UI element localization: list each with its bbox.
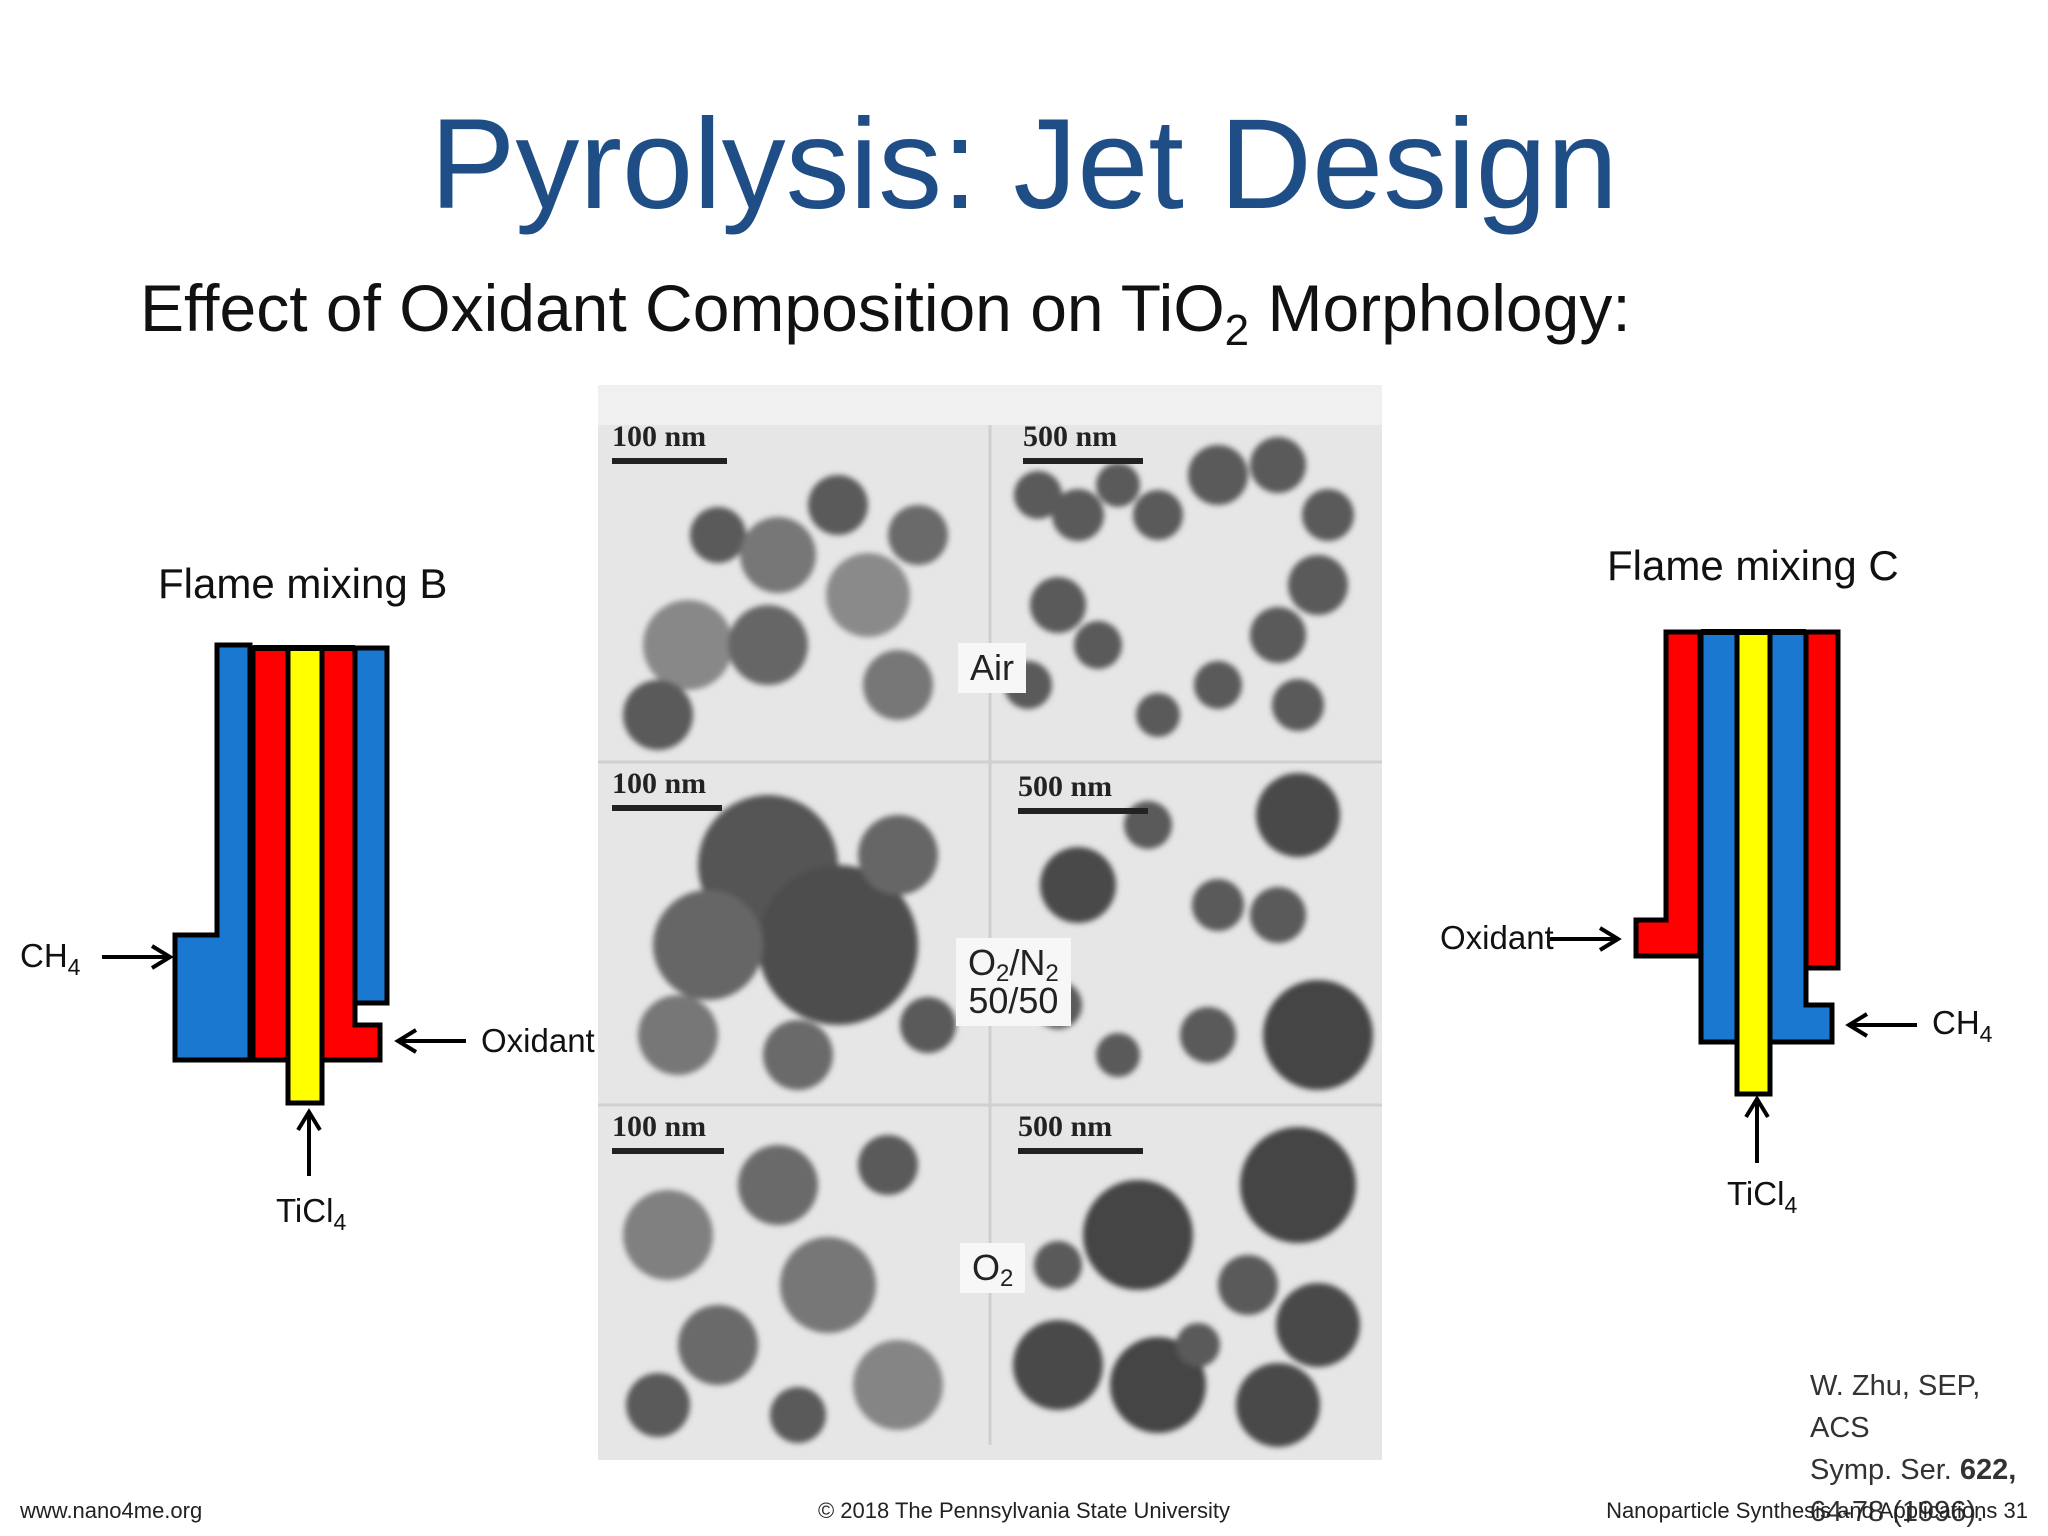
footer-slide-info: Nanoparticle Synthesis and Applications … <box>1606 1498 2028 1523</box>
o2-label: O2 <box>960 1243 1026 1293</box>
slide-title: Pyrolysis: Jet Design <box>430 93 1618 236</box>
b-outer-ch4-channel <box>172 642 253 1063</box>
flame-mixing-c-title: Flame mixing C <box>1607 542 1899 589</box>
citation-line-3: 64-78 (1996). <box>1810 1496 1985 1528</box>
b-ticl4-channel <box>285 645 325 1106</box>
c-ticl4-label: TiCl4 <box>1727 1175 1798 1218</box>
slide-subtitle: Effect of Oxidant Composition on TiO2 Mo… <box>140 270 1631 353</box>
row1-right-scale-bar: 500 nm <box>1023 420 1143 464</box>
b-oxidant-label: Oxidant <box>481 1022 595 1059</box>
c-oxidant-label: Oxidant <box>1440 919 1554 956</box>
c-ch4-arrow-icon <box>1845 1012 1917 1038</box>
row2-right-scale-bar: 500 nm <box>1018 770 1148 814</box>
o2-n2-label: O2/N2 50/50 <box>956 938 1071 1026</box>
b-ch4-label: CH4 <box>20 937 81 980</box>
air-label: Air <box>958 643 1026 693</box>
row1-left-scale-bar: 100 nm <box>612 420 727 464</box>
b-oxidant-arrow-icon <box>394 1028 466 1054</box>
citation: W. Zhu, SEP, ACS Symp. Ser. 622, 64-78 (… <box>1810 1365 2040 1533</box>
b-right-blue-wall <box>352 645 390 1006</box>
row3-right-scale-bar: 500 nm <box>1018 1110 1143 1154</box>
subtitle-main: Effect of Oxidant Composition on TiO <box>140 271 1225 345</box>
footer-copyright: © 2018 The Pennsylvania State University <box>817 1498 1231 1523</box>
flame-mixing-b-title: Flame mixing B <box>158 560 448 607</box>
citation-line-2: Symp. Ser. 622, <box>1810 1454 2017 1486</box>
c-ch4-label: CH4 <box>1932 1004 1993 1047</box>
subtitle-subscript: 2 <box>1224 306 1250 355</box>
c-ticl4-channel <box>1734 629 1773 1097</box>
tem-micrograph-grid: 100 nm 500 nm Air 100 nm 500 nm O2/N2 50… <box>598 385 1382 1460</box>
c-ticl4-arrow-icon <box>1744 1095 1770 1163</box>
b-ticl4-arrow-icon <box>296 1108 322 1176</box>
b-ch4-arrow-icon <box>102 944 174 970</box>
subtitle-tail: Morphology: <box>1249 271 1631 345</box>
b-ticl4-label: TiCl4 <box>276 1192 347 1235</box>
row2-left-scale-bar: 100 nm <box>612 767 722 811</box>
flame-mixing-c-diagram <box>1633 629 1841 1097</box>
c-oxidant-channel <box>1633 629 1703 959</box>
c-oxidant-arrow-icon <box>1550 926 1622 952</box>
micrograph-image <box>598 385 1382 1460</box>
row3-left-scale-bar: 100 nm <box>612 1110 724 1154</box>
citation-line-1: W. Zhu, SEP, ACS <box>1810 1370 1981 1444</box>
c-right-red-wall <box>1803 629 1841 971</box>
footer-website: www.nano4me.org <box>20 1498 203 1523</box>
flame-mixing-b-diagram <box>172 642 390 1106</box>
